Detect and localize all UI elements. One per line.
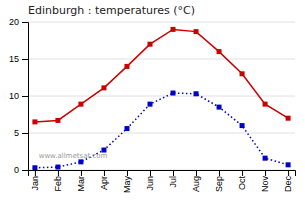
grid-line bbox=[28, 22, 295, 23]
x-tick-label: Nov bbox=[260, 176, 270, 193]
y-tick: 10 bbox=[9, 91, 28, 101]
marker bbox=[263, 156, 268, 161]
x-tick-mark bbox=[127, 170, 128, 176]
x-tick: Jan bbox=[30, 170, 40, 191]
y-tick-mark bbox=[22, 96, 28, 97]
marker bbox=[55, 165, 60, 170]
y-tick-label: 20 bbox=[9, 17, 19, 27]
x-tick-mark bbox=[196, 170, 197, 176]
x-tick-label: Sep bbox=[214, 176, 224, 192]
x-tick-label: Aug bbox=[191, 176, 201, 192]
x-tick-label: Jan bbox=[30, 176, 40, 191]
x-tick-mark bbox=[35, 170, 36, 176]
y-tick-mark bbox=[22, 170, 28, 171]
x-tick-mark bbox=[173, 170, 174, 176]
grid-line bbox=[28, 96, 295, 97]
x-tick-label: Jul bbox=[168, 176, 178, 188]
y-tick-label: 15 bbox=[9, 54, 19, 64]
x-tick: May bbox=[122, 170, 132, 193]
x-tick: Feb bbox=[53, 170, 63, 192]
marker bbox=[32, 119, 37, 124]
marker bbox=[124, 126, 129, 131]
y-tick-mark bbox=[22, 133, 28, 134]
x-tick-mark bbox=[58, 170, 59, 176]
x-tick-mark bbox=[104, 170, 105, 176]
y-axis-line bbox=[22, 23, 29, 171]
x-tick: Oct bbox=[237, 170, 247, 190]
marker bbox=[194, 91, 199, 96]
x-tick: Sep bbox=[214, 170, 224, 192]
series bbox=[32, 27, 290, 125]
x-tick-mark bbox=[242, 170, 243, 176]
marker bbox=[124, 64, 129, 69]
y-tick-label: 0 bbox=[14, 165, 19, 175]
marker bbox=[32, 165, 37, 170]
x-tick: Dec bbox=[283, 170, 293, 192]
x-tick: Nov bbox=[260, 170, 270, 192]
line bbox=[35, 29, 288, 122]
x-tick-label: Dec bbox=[283, 176, 293, 193]
grid bbox=[28, 22, 295, 170]
marker bbox=[240, 123, 245, 128]
x-tick: Mar bbox=[76, 170, 86, 192]
x-tick: Aug bbox=[191, 170, 201, 192]
marker bbox=[147, 42, 152, 47]
chart: 0 5 10 15 20 Jan Feb Mar Apr May Jun Jul Aug Sep Oct No… bbox=[0, 0, 305, 200]
y-tick-mark bbox=[22, 59, 28, 60]
marker bbox=[286, 116, 291, 121]
grid-line bbox=[28, 59, 295, 60]
y-tick: 20 bbox=[9, 17, 28, 27]
y-axis: 0 5 10 15 20 bbox=[9, 17, 29, 175]
x-tick-label: Oct bbox=[237, 176, 247, 191]
marker bbox=[240, 71, 245, 76]
x-tick-mark bbox=[219, 170, 220, 176]
y-tick: 15 bbox=[9, 54, 28, 64]
x-tick: Jul bbox=[168, 170, 178, 188]
marker bbox=[217, 49, 222, 54]
line bbox=[35, 93, 288, 168]
y-tick: 0 bbox=[14, 165, 28, 175]
x-tick-label: Feb bbox=[53, 176, 63, 192]
marker bbox=[78, 102, 83, 107]
x-tick-label: Jun bbox=[145, 176, 155, 191]
grid-line bbox=[28, 133, 295, 134]
marker bbox=[147, 102, 152, 107]
marker bbox=[194, 29, 199, 34]
x-tick-mark bbox=[288, 170, 289, 176]
x-tick-label: Mar bbox=[76, 176, 86, 192]
plot-area: 0 5 10 15 20 Jan Feb Mar Apr May Jun Jul Aug Sep Oct No… bbox=[9, 17, 296, 193]
y-tick-label: 10 bbox=[9, 91, 19, 101]
marker bbox=[263, 102, 268, 107]
marker bbox=[171, 91, 176, 96]
series bbox=[32, 91, 290, 170]
x-axis: Jan Feb Mar Apr May Jun Jul Aug Sep Oct Nov Dec bbox=[29, 170, 296, 193]
x-tick-label: May bbox=[122, 176, 132, 194]
y-tick: 5 bbox=[14, 128, 28, 138]
x-tick: Apr bbox=[99, 170, 109, 190]
title: Edinburgh : temperatures (°C) bbox=[28, 4, 195, 17]
marker bbox=[55, 118, 60, 123]
y-tick-label: 5 bbox=[14, 128, 19, 138]
marker bbox=[171, 27, 176, 32]
x-axis-line bbox=[29, 171, 296, 177]
marker bbox=[217, 105, 222, 110]
marker bbox=[101, 85, 106, 90]
x-tick-mark bbox=[81, 170, 82, 176]
x-tick-mark bbox=[150, 170, 151, 176]
x-tick: Jun bbox=[145, 170, 155, 191]
x-tick-mark bbox=[265, 170, 266, 176]
annotation: www.allmetsat.com bbox=[39, 152, 108, 160]
y-tick-mark bbox=[22, 22, 28, 23]
x-tick-label: Apr bbox=[99, 176, 109, 190]
series-group bbox=[32, 27, 290, 170]
marker bbox=[286, 162, 291, 167]
